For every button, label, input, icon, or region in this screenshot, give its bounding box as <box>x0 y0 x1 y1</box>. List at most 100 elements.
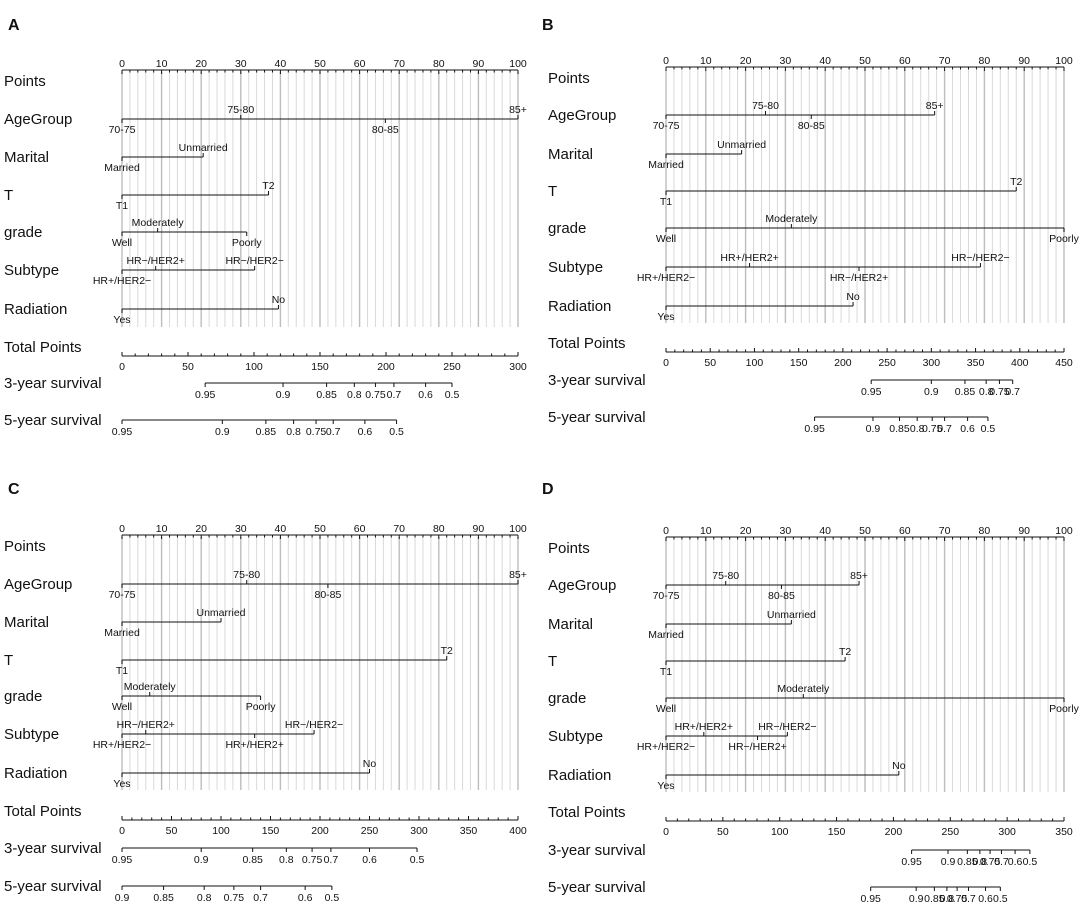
points-tick-label: 0 <box>663 525 669 537</box>
survival-tick-label: 0.7 <box>937 423 952 435</box>
survival-tick-label: 0.6 <box>418 389 433 401</box>
survival-tick-label: 0.6 <box>358 426 373 438</box>
survival-tick-label: 0.75 <box>306 426 327 438</box>
level-label: HR−/HER2+ <box>728 741 786 753</box>
level-label: 80-85 <box>768 590 795 602</box>
survival-tick-label: 0.95 <box>861 386 882 398</box>
survival-tick-label: 0.7 <box>387 389 402 401</box>
survival-tick-label: 0.85 <box>889 423 910 435</box>
total-points-tick-label: 150 <box>262 825 280 837</box>
level-label: No <box>892 760 906 772</box>
row-label-5-year-survival: 5-year survival <box>548 409 646 426</box>
level-label: No <box>272 294 286 306</box>
total-points-tick-label: 150 <box>311 361 329 373</box>
total-points-tick-label: 400 <box>1011 357 1029 369</box>
row-label-radiation: Radiation <box>4 301 67 318</box>
row-label-radiation: Radiation <box>548 298 611 315</box>
survival-tick-label: 0.6 <box>978 893 993 905</box>
variable-marital: Married Unmarried <box>648 609 816 641</box>
variable-marital: Married Unmarried <box>648 139 766 171</box>
level-label: Unmarried <box>717 139 766 151</box>
variable-subtype: HR+/HER2− HR+/HER2+ HR−/HER2+ HR−/HER2− <box>637 252 1010 284</box>
points-tick-label: 30 <box>780 525 792 537</box>
level-label: HR−/HER2− <box>758 721 816 733</box>
survival-tick-label: 0.95 <box>112 426 133 438</box>
survival-tick-label: 0.85 <box>242 854 263 866</box>
survival-tick-label: 0.85 <box>316 389 337 401</box>
level-label: No <box>363 758 377 770</box>
variable-marital: Married Unmarried <box>104 607 245 639</box>
row-label-subtype: Subtype <box>548 728 603 745</box>
survival-tick-label: 0.85 <box>957 856 978 868</box>
points-tick-label: 60 <box>899 525 911 537</box>
points-tick-label: 50 <box>859 525 871 537</box>
points-tick-label: 80 <box>433 58 445 70</box>
level-label: HR+/HER2− <box>637 272 695 284</box>
level-label: Unmarried <box>196 607 245 619</box>
survival-tick-label: 0.5 <box>445 389 460 401</box>
row-label-t: T <box>548 183 557 200</box>
row-label-total-points: Total Points <box>4 803 82 820</box>
points-tick-label: 90 <box>473 58 485 70</box>
survival-tick-label: 0.9 <box>924 386 939 398</box>
survival-tick-label: 0.8 <box>910 423 925 435</box>
variable-grade: Well Moderately Poorly <box>656 683 1080 715</box>
variable-t: T1 T2 <box>116 645 453 677</box>
level-label: Poorly <box>232 237 263 249</box>
level-label: T2 <box>1010 176 1022 188</box>
level-label: 75-80 <box>712 570 739 582</box>
level-label: Moderately <box>132 217 185 229</box>
points-tick-label: 30 <box>780 55 792 67</box>
points-tick-label: 50 <box>314 58 326 70</box>
level-label: HR+/HER2+ <box>720 252 778 264</box>
row-label-points: Points <box>4 538 46 555</box>
row-label-grade: grade <box>548 690 586 707</box>
level-label: 75-80 <box>227 104 254 116</box>
level-label: 80-85 <box>372 124 399 136</box>
row-label-3-year-survival: 3-year survival <box>4 375 102 392</box>
total-points-tick-label: 250 <box>942 826 960 838</box>
points-tick-label: 90 <box>1018 525 1030 537</box>
total-points-tick-label: 300 <box>923 357 941 369</box>
level-label: 75-80 <box>752 100 779 112</box>
points-tick-label: 70 <box>393 523 405 535</box>
level-label: Married <box>648 629 684 641</box>
gridlines <box>665 70 1065 323</box>
total-points-tick-label: 50 <box>704 357 716 369</box>
total-points-tick-label: 100 <box>771 826 789 838</box>
variable-radiation: Yes No <box>657 760 905 792</box>
row-label-grade: grade <box>4 224 42 241</box>
total-points-tick-label: 200 <box>377 361 395 373</box>
survival-tick-label: 0.6 <box>1008 856 1023 868</box>
survival-tick-label: 0.5 <box>993 893 1008 905</box>
survival-tick-label: 0.9 <box>866 423 881 435</box>
level-label: 70-75 <box>653 120 680 132</box>
level-label: Moderately <box>777 683 830 695</box>
gridlines <box>121 537 519 790</box>
level-label: 85+ <box>509 569 527 581</box>
row-label-marital: Marital <box>548 146 593 163</box>
survival-tick-label: 0.9 <box>941 856 956 868</box>
survival-tick-label: 0.7 <box>1005 386 1020 398</box>
level-label: HR+/HER2+ <box>675 721 733 733</box>
points-tick-label: 100 <box>509 58 527 70</box>
level-label: T2 <box>839 646 851 658</box>
row-label-grade: grade <box>4 688 42 705</box>
level-label: HR+/HER2− <box>93 739 151 751</box>
row-label-marital: Marital <box>4 149 49 166</box>
level-label: Poorly <box>246 701 277 713</box>
total-points-tick-label: 50 <box>182 361 194 373</box>
total-points-tick-label: 0 <box>663 357 669 369</box>
points-tick-label: 100 <box>1055 55 1073 67</box>
total-points-tick-label: 200 <box>311 825 329 837</box>
level-label: Well <box>656 703 676 715</box>
survival-tick-label: 0.6 <box>298 892 313 904</box>
level-label: HR−/HER2− <box>285 719 343 731</box>
survival-tick-label: 0.9 <box>909 893 924 905</box>
level-label: Well <box>112 701 132 713</box>
